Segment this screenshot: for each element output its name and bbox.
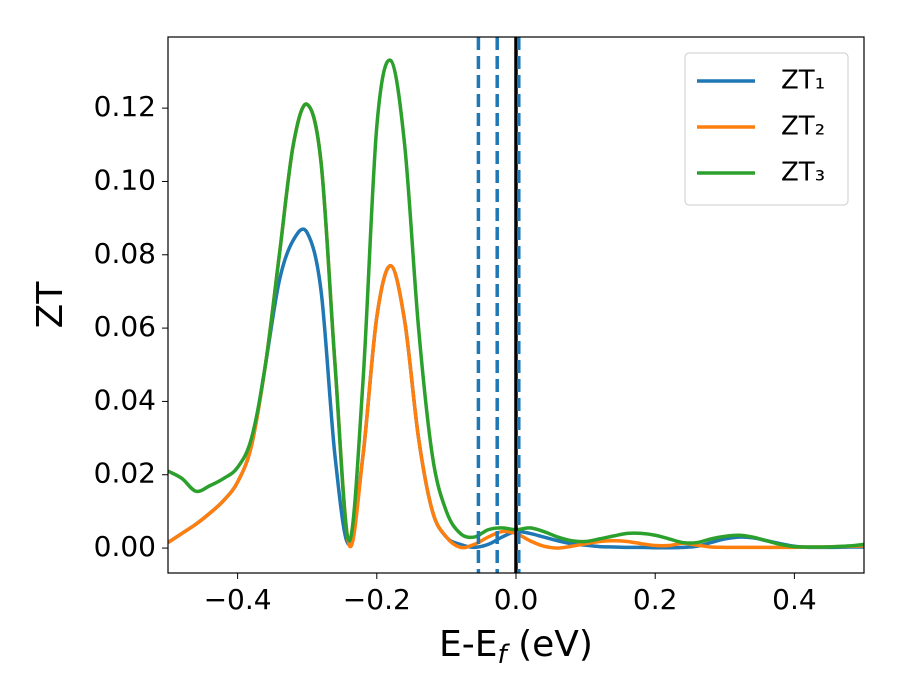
legend-box bbox=[684, 52, 849, 206]
x-label-part: (eV) bbox=[507, 624, 593, 665]
y-tick-label: 0.00 bbox=[94, 530, 156, 563]
y-tick-label: 0.02 bbox=[94, 457, 156, 490]
legend-label: ZT₃ bbox=[781, 158, 825, 188]
x-label-part: E-E bbox=[439, 624, 497, 665]
y-axis-label: ZT bbox=[30, 281, 71, 329]
plot-area bbox=[168, 37, 864, 573]
x-tick-label: 0.2 bbox=[633, 583, 678, 616]
y-tick-label: 0.08 bbox=[94, 237, 156, 270]
y-tick-label: 0.06 bbox=[94, 310, 156, 343]
legend: ZT₁ ZT₂ ZT₃ bbox=[684, 52, 849, 206]
series-line bbox=[168, 58, 864, 549]
legend-label: ZT₂ bbox=[781, 112, 825, 142]
x-tick-label: −0.4 bbox=[204, 583, 272, 616]
legend-label: ZT₁ bbox=[781, 66, 825, 96]
y-tick-label: 0.10 bbox=[94, 163, 156, 196]
x-tick-label: 0.0 bbox=[494, 583, 539, 616]
y-tick-label: 0.04 bbox=[94, 383, 156, 416]
x-axis-label: E-Ef (eV) bbox=[439, 624, 593, 670]
plot-frame bbox=[167, 36, 865, 574]
y-tick-label: 0.12 bbox=[94, 90, 156, 123]
x-tick-label: −0.2 bbox=[343, 583, 411, 616]
x-tick-label: 0.4 bbox=[772, 583, 817, 616]
